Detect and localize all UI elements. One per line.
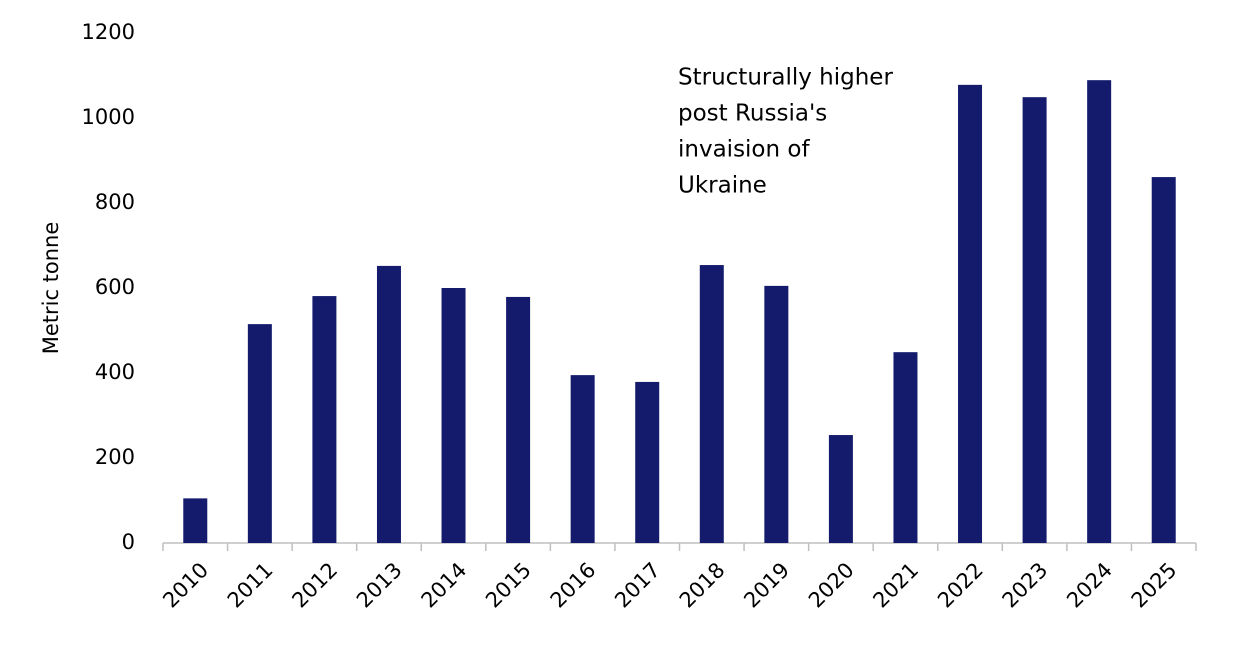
x-tick-label: 2017 bbox=[610, 558, 665, 613]
x-tick-label: 2019 bbox=[739, 558, 794, 613]
annotation: Ukraine bbox=[678, 173, 767, 199]
x-tick-label: 2025 bbox=[1127, 558, 1182, 613]
annotation: invaision of bbox=[678, 137, 810, 163]
y-tick-label: 800 bbox=[95, 190, 135, 214]
bar bbox=[828, 435, 853, 543]
annotation: Structurally higher bbox=[678, 65, 893, 91]
x-tick-label: 2010 bbox=[158, 558, 213, 613]
bar bbox=[441, 288, 466, 543]
x-tick-label: 2013 bbox=[352, 558, 407, 613]
bar bbox=[506, 296, 531, 543]
y-tick-label: 200 bbox=[95, 445, 135, 469]
bar bbox=[958, 84, 983, 543]
bar bbox=[312, 296, 337, 543]
y-tick-label: 1200 bbox=[82, 20, 135, 44]
bar bbox=[1022, 97, 1047, 544]
y-axis-title: Metric tonne bbox=[39, 222, 63, 355]
y-tick-label: 400 bbox=[95, 360, 135, 384]
x-tick-label: 2018 bbox=[675, 558, 730, 613]
bar bbox=[764, 285, 789, 543]
bar bbox=[1151, 177, 1176, 543]
x-tick-label: 2015 bbox=[481, 558, 536, 613]
x-tick-label: 2023 bbox=[998, 558, 1053, 613]
x-tick-label: 2021 bbox=[868, 558, 923, 613]
x-tick-label: 2011 bbox=[223, 558, 278, 613]
x-tick-label: 2024 bbox=[1062, 558, 1117, 613]
annotation: post Russia's bbox=[678, 101, 827, 127]
bar bbox=[183, 498, 208, 543]
y-tick-label: 1000 bbox=[82, 105, 135, 129]
bar bbox=[247, 324, 272, 543]
x-tick-label: 2012 bbox=[287, 558, 342, 613]
y-tick-label: 600 bbox=[95, 275, 135, 299]
x-tick-label: 2014 bbox=[417, 558, 472, 613]
bar bbox=[893, 352, 918, 543]
bar bbox=[1087, 80, 1112, 544]
x-tick-label: 2022 bbox=[933, 558, 988, 613]
bar bbox=[376, 265, 401, 543]
x-tick-label: 2016 bbox=[546, 558, 601, 613]
y-tick-label: 0 bbox=[122, 530, 135, 554]
bar bbox=[635, 381, 660, 543]
bar bbox=[699, 265, 724, 543]
bar bbox=[570, 375, 595, 543]
x-tick-label: 2020 bbox=[804, 558, 859, 613]
